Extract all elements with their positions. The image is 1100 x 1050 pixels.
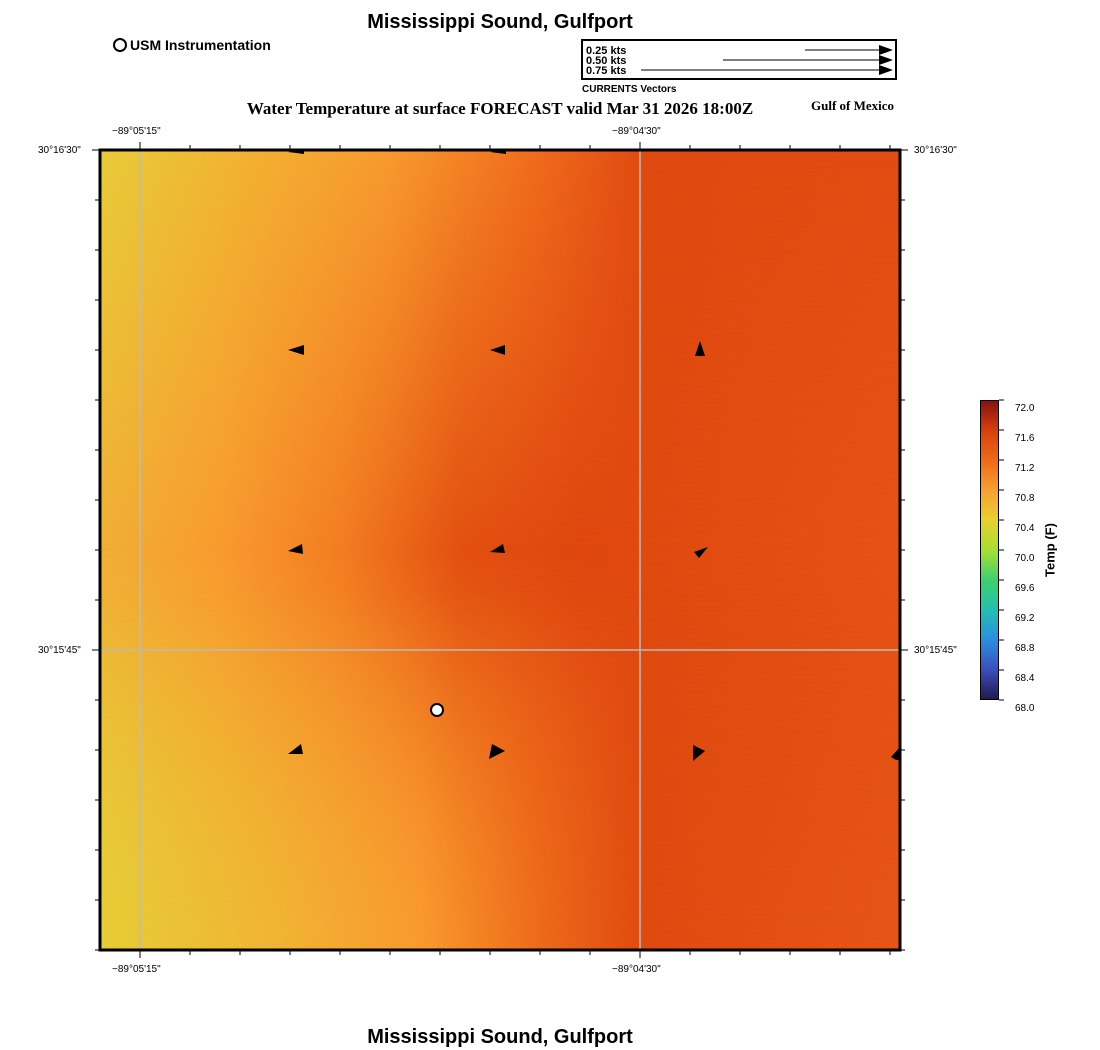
- colorbar-tick-label: 71.2: [1015, 463, 1035, 474]
- current-vector-arrow: [693, 745, 705, 761]
- y-tick-label-left-2: 30°15'45": [38, 645, 81, 656]
- forecast-subtitle: Water Temperature at surface FORECAST va…: [246, 99, 754, 118]
- colorbar-label: Temp (F): [1042, 523, 1058, 577]
- y-tick-label-right-2: 30°15'45": [914, 645, 957, 656]
- colorbar-tick-label: 70.4: [1015, 523, 1035, 534]
- current-vector-arrow: [490, 345, 505, 355]
- vector-scale-label-2: 0.50 kts: [586, 55, 627, 67]
- map-title: Mississippi Sound, Gulfport: [367, 11, 633, 33]
- colorbar-tick-label: 72.0: [1015, 403, 1035, 414]
- current-vector-arrow: [489, 744, 505, 759]
- colorbar-tick-label: 68.0: [1015, 703, 1035, 714]
- y-tick-label-right-1: 30°16'30": [914, 145, 957, 156]
- x-tick-label-top-2: −89°04'30": [612, 126, 661, 137]
- currents-vector-legend: 0.25 kts 0.50 kts 0.75 kts: [581, 39, 897, 80]
- colorbar-tick-label: 70.0: [1015, 553, 1035, 564]
- station-marker-icon: [113, 38, 127, 52]
- current-vector-arrow: [288, 744, 303, 754]
- colorbar-tick-label: 69.6: [1015, 583, 1035, 594]
- colorbar-tick-label: 68.8: [1015, 643, 1035, 654]
- colorbar-tick-label: 71.6: [1015, 433, 1035, 444]
- footer-title: Mississippi Sound, Gulfport: [367, 1026, 633, 1048]
- x-tick-label-bottom-2: −89°04'30": [612, 964, 661, 975]
- current-vector-arrow: [695, 341, 705, 356]
- colorbar-tick-label: 68.4: [1015, 673, 1035, 684]
- station-legend-label: USM Instrumentation: [130, 37, 271, 53]
- vector-scale-label-1: 0.25 kts: [586, 45, 627, 57]
- colorbar-tick-label: 70.8: [1015, 493, 1035, 504]
- map-ticks: [92, 142, 908, 958]
- graticule: [100, 150, 900, 950]
- x-tick-label-bottom-1: −89°05'15": [112, 964, 161, 975]
- temperature-colorbar: [980, 400, 999, 700]
- usm-instrumentation-station-marker: [430, 703, 444, 717]
- current-vectors: [288, 149, 900, 761]
- colorbar-ticks: [999, 399, 1004, 701]
- colorbar-tick-label: 69.2: [1015, 613, 1035, 624]
- colorbar-tick-labels: 72.0 71.6 71.2 70.8 70.4 70.0 69.6 69.2 …: [1015, 394, 1034, 724]
- current-vector-arrow: [694, 547, 708, 558]
- vector-scale-arrows: [641, 45, 893, 75]
- current-vector-arrow: [891, 747, 900, 760]
- currents-legend-title: CURRENTS Vectors: [582, 84, 677, 95]
- x-tick-label-top-1: −89°05'15": [112, 126, 161, 137]
- current-vector-arrow: [288, 345, 304, 355]
- current-vector-arrow: [288, 544, 303, 554]
- vector-scale-label-3: 0.75 kts: [586, 65, 627, 77]
- y-tick-label-left-1: 30°16'30": [38, 145, 81, 156]
- station-legend: USM Instrumentation: [113, 37, 271, 53]
- region-label: Gulf of Mexico: [811, 98, 895, 113]
- current-vector-arrow: [490, 544, 505, 553]
